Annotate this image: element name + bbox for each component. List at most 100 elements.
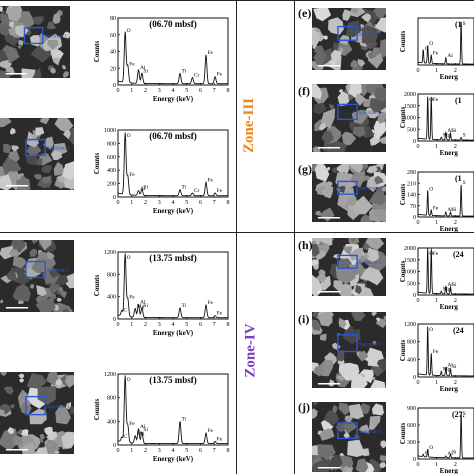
spectrum-label: Spectrum 1 (47, 147, 70, 152)
spectrum-line (117, 132, 228, 197)
zone-column-right-border (294, 0, 295, 474)
peak-label: Ti (182, 68, 187, 74)
x-tick-label: 1 (130, 448, 133, 454)
sem-particle (342, 9, 352, 21)
peak-label: Mg (137, 431, 145, 437)
x-axis-label: Energ (440, 73, 459, 81)
x-tick-label: 4 (172, 200, 175, 206)
x-tick-label: 0 (117, 448, 120, 454)
sem-particle (46, 372, 59, 386)
sem-particle (366, 247, 379, 263)
y-tick-label: 200 (107, 182, 116, 188)
plot-frame (417, 17, 474, 66)
y-tick-label: 70 (410, 204, 416, 210)
y-axis-label: Counts (93, 275, 101, 297)
x-tick-label: 2 (144, 322, 147, 328)
x-tick-label: 2 (454, 220, 457, 226)
sem-particle (312, 274, 323, 296)
peak-label: Mg (137, 304, 145, 310)
sem-particle (44, 426, 54, 437)
x-tick-label: 0 (117, 88, 120, 94)
sem-particle (46, 21, 57, 30)
y-tick-label: 0 (113, 83, 116, 89)
sem-particle (12, 284, 31, 302)
sem-particle (318, 122, 327, 131)
peak-label: Si (452, 449, 457, 455)
sem-particle (19, 378, 24, 383)
eds-plot-left3: (13.75 mbsf) 0 1 2 3 4 5 6 7 8 0 400 800 1200 Energy (… (92, 240, 232, 337)
x-tick-label: 3 (158, 322, 161, 328)
sem-particle (0, 50, 9, 63)
sem-particle (1, 10, 5, 15)
sem-particle (314, 66, 323, 70)
x-tick-label: 8 (227, 200, 230, 206)
x-tick-label: 2 (454, 462, 457, 468)
peak-label: Cr (194, 188, 200, 194)
peak-label: Mg (443, 132, 451, 138)
sem-particle (352, 126, 366, 138)
sem-particle (338, 317, 347, 328)
peak-label: Fe (129, 62, 135, 68)
x-tick-label: 6 (199, 200, 202, 206)
sem-particle (36, 285, 47, 297)
x-tick-label: 8 (227, 88, 230, 94)
sem-particle (0, 118, 12, 128)
eds-plot-left2: (06.70 mbsf) 0 1 2 3 4 5 6 7 8 0 200 400 600 800 1000 En… (92, 118, 232, 215)
peak-label: Fe (433, 206, 439, 212)
sem-particle (355, 458, 369, 472)
y-tick-label: 400 (107, 168, 116, 174)
sem-particle (50, 67, 57, 74)
spectrum-line (417, 326, 474, 377)
x-tick-label: 4 (172, 322, 175, 328)
sem-particle (371, 312, 378, 317)
chart-title: (06.70 mbsf) (149, 19, 197, 29)
sem-particle (64, 374, 74, 388)
sem-particle (383, 315, 386, 321)
y-tick-label: 800 (107, 272, 116, 278)
sem-particle (18, 373, 25, 379)
x-tick-label: 7 (213, 200, 216, 206)
y-tick-label: 2000 (404, 92, 416, 98)
sem-particle (313, 264, 319, 271)
sem-particle (15, 25, 29, 38)
scale-bar (5, 449, 29, 451)
x-tick-label: 1 (435, 380, 438, 386)
sem-particle (380, 440, 386, 449)
sem-particle (5, 6, 22, 22)
sem-particle (350, 238, 356, 242)
sem-particle (58, 175, 66, 183)
peak-label: Fe (129, 172, 135, 178)
sem-particle (337, 91, 349, 106)
y-tick-label: 0 (413, 139, 416, 145)
sem-particle (370, 379, 386, 388)
sem-particle (17, 45, 22, 50)
sem-particle (0, 409, 5, 417)
y-tick-label: 900 (407, 406, 416, 412)
y-tick-label: 1200 (104, 372, 116, 378)
peak-label: Si (452, 128, 457, 134)
sem-particle (329, 141, 347, 152)
sem-particle (0, 372, 8, 376)
scale-bar (5, 185, 29, 187)
x-axis-label: Energy (keV) (153, 207, 194, 215)
x-tick-label: 3 (158, 448, 161, 454)
sem-image-left2: Spectrum 1 (0, 118, 74, 190)
peak-label: C (123, 434, 127, 440)
sem-particle (313, 50, 327, 67)
sem-particle (313, 364, 325, 377)
sem-particle (337, 283, 353, 296)
panel-letter-f: (f) (298, 84, 310, 98)
scale-bar (317, 147, 341, 149)
sem-image-left3: Spectrum 1 (0, 240, 74, 312)
x-tick-label: 1 (435, 220, 438, 226)
sem-particle (313, 45, 326, 54)
eds-plot-e: (1 0 1 2 Energ Counts C O Fe Al S (398, 6, 474, 81)
peak-label: Fe (433, 51, 439, 57)
spectrum-box (337, 180, 358, 195)
sem-particle (361, 13, 371, 23)
peak-label: Fe (433, 251, 439, 257)
peak-label: Fe (208, 50, 214, 56)
y-tick-label: 1000 (104, 128, 116, 134)
sem-particle (362, 175, 370, 182)
sem-particle (351, 109, 368, 125)
